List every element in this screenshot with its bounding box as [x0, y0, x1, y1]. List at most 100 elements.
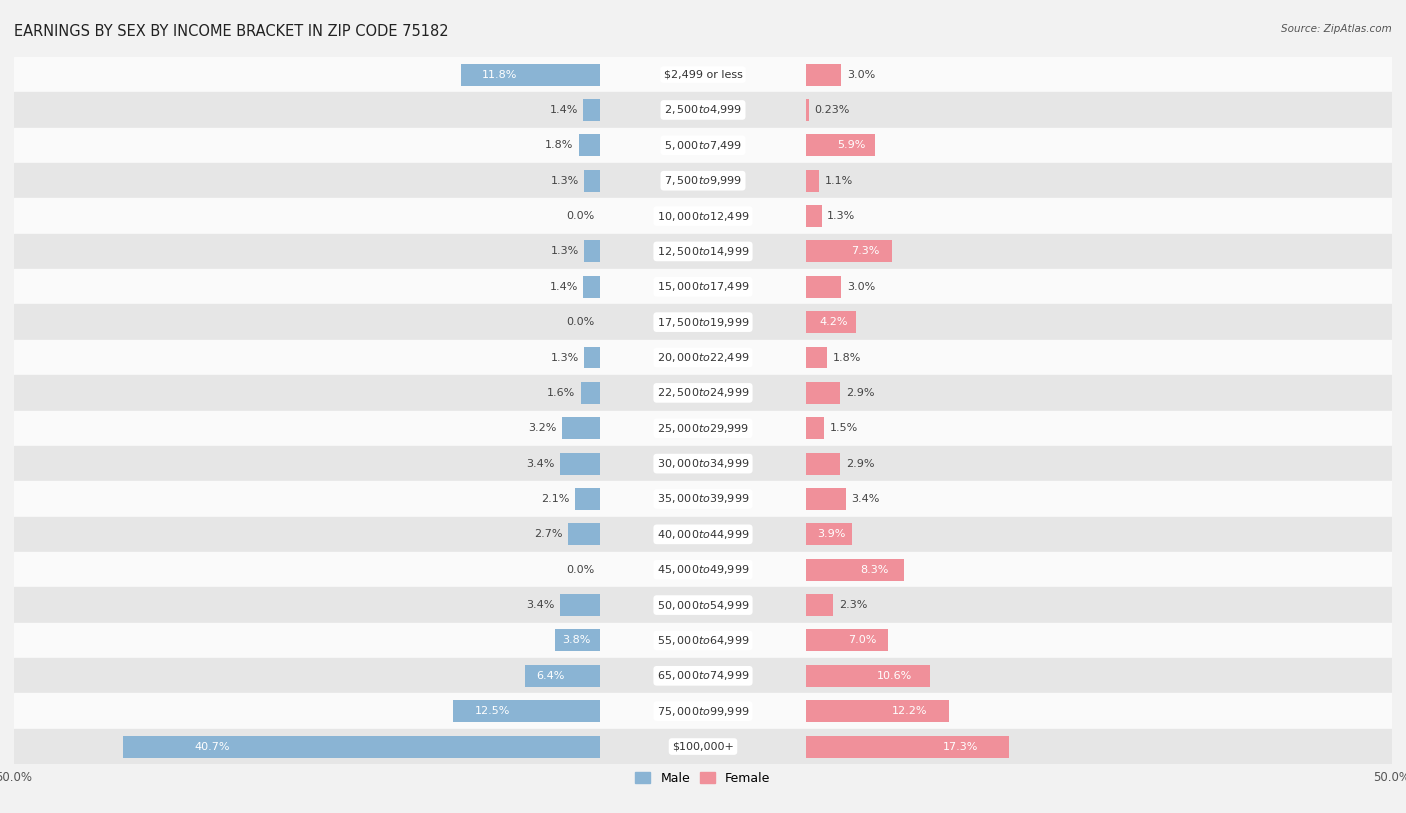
- Bar: [14, 729, 1392, 764]
- Text: $50,000 to $54,999: $50,000 to $54,999: [657, 598, 749, 611]
- Bar: [807, 170, 820, 192]
- Bar: [807, 629, 889, 651]
- Text: 6.4%: 6.4%: [536, 671, 564, 680]
- Text: 3.4%: 3.4%: [852, 494, 880, 504]
- Bar: [575, 488, 599, 510]
- Bar: [524, 665, 599, 687]
- Text: 2.7%: 2.7%: [534, 529, 562, 539]
- Text: 17.3%: 17.3%: [943, 741, 979, 751]
- Text: $20,000 to $22,499: $20,000 to $22,499: [657, 351, 749, 364]
- Text: 1.3%: 1.3%: [827, 211, 855, 221]
- Bar: [807, 311, 855, 333]
- Text: 1.8%: 1.8%: [832, 353, 862, 363]
- Text: $35,000 to $39,999: $35,000 to $39,999: [657, 493, 749, 506]
- Text: $25,000 to $29,999: $25,000 to $29,999: [657, 422, 749, 435]
- Bar: [807, 382, 841, 404]
- Text: $40,000 to $44,999: $40,000 to $44,999: [657, 528, 749, 541]
- Text: 1.3%: 1.3%: [551, 246, 579, 256]
- Bar: [581, 382, 600, 404]
- Text: 2.9%: 2.9%: [846, 459, 875, 468]
- Bar: [14, 233, 1392, 269]
- Text: $65,000 to $74,999: $65,000 to $74,999: [657, 669, 749, 682]
- Bar: [14, 411, 1392, 446]
- Text: 3.0%: 3.0%: [846, 282, 876, 292]
- Bar: [568, 524, 599, 546]
- Bar: [453, 700, 599, 722]
- Bar: [560, 453, 599, 475]
- Bar: [585, 241, 599, 263]
- Bar: [14, 659, 1392, 693]
- Bar: [122, 736, 600, 758]
- Bar: [807, 99, 808, 121]
- Text: 1.4%: 1.4%: [550, 105, 578, 115]
- Text: 3.2%: 3.2%: [529, 424, 557, 433]
- Bar: [14, 587, 1392, 623]
- Bar: [14, 198, 1392, 234]
- Bar: [807, 276, 841, 298]
- Text: $15,000 to $17,499: $15,000 to $17,499: [657, 280, 749, 293]
- Bar: [585, 170, 599, 192]
- Text: 1.6%: 1.6%: [547, 388, 575, 398]
- Bar: [14, 269, 1392, 304]
- Text: 10.6%: 10.6%: [876, 671, 912, 680]
- Text: 12.5%: 12.5%: [475, 706, 510, 716]
- Text: 1.5%: 1.5%: [830, 424, 858, 433]
- Bar: [579, 134, 599, 156]
- Bar: [807, 665, 931, 687]
- Text: 2.1%: 2.1%: [541, 494, 569, 504]
- Text: 1.4%: 1.4%: [550, 282, 578, 292]
- Text: $30,000 to $34,999: $30,000 to $34,999: [657, 457, 749, 470]
- Text: 1.1%: 1.1%: [825, 176, 853, 185]
- Text: 5.9%: 5.9%: [837, 141, 865, 150]
- Bar: [14, 340, 1392, 375]
- Text: 2.3%: 2.3%: [839, 600, 868, 610]
- Bar: [562, 417, 599, 439]
- Text: $75,000 to $99,999: $75,000 to $99,999: [657, 705, 749, 718]
- Text: 3.0%: 3.0%: [846, 70, 876, 80]
- Text: $22,500 to $24,999: $22,500 to $24,999: [657, 386, 749, 399]
- Text: 40.7%: 40.7%: [194, 741, 231, 751]
- Bar: [807, 417, 824, 439]
- Bar: [807, 134, 876, 156]
- Text: 3.4%: 3.4%: [526, 600, 554, 610]
- Bar: [807, 488, 846, 510]
- Text: 3.4%: 3.4%: [526, 459, 554, 468]
- Bar: [461, 63, 599, 85]
- Bar: [555, 629, 599, 651]
- Text: 11.8%: 11.8%: [482, 70, 517, 80]
- Bar: [807, 453, 841, 475]
- Bar: [807, 559, 904, 580]
- Text: 8.3%: 8.3%: [860, 565, 889, 575]
- Text: 0.0%: 0.0%: [565, 211, 595, 221]
- Bar: [583, 99, 599, 121]
- Text: $5,000 to $7,499: $5,000 to $7,499: [664, 139, 742, 152]
- Text: 3.9%: 3.9%: [817, 529, 845, 539]
- Text: $17,500 to $19,999: $17,500 to $19,999: [657, 315, 749, 328]
- Bar: [14, 552, 1392, 587]
- Bar: [807, 594, 834, 616]
- Bar: [807, 346, 827, 368]
- Bar: [14, 304, 1392, 340]
- Text: 1.8%: 1.8%: [544, 141, 574, 150]
- Bar: [14, 446, 1392, 481]
- Text: $55,000 to $64,999: $55,000 to $64,999: [657, 634, 749, 647]
- Bar: [14, 623, 1392, 659]
- Text: 1.3%: 1.3%: [551, 353, 579, 363]
- Bar: [807, 524, 852, 546]
- Text: 0.0%: 0.0%: [565, 317, 595, 327]
- Bar: [14, 693, 1392, 729]
- Bar: [14, 163, 1392, 198]
- Text: 2.9%: 2.9%: [846, 388, 875, 398]
- Bar: [14, 128, 1392, 163]
- Bar: [807, 205, 821, 227]
- Text: EARNINGS BY SEX BY INCOME BRACKET IN ZIP CODE 75182: EARNINGS BY SEX BY INCOME BRACKET IN ZIP…: [14, 24, 449, 39]
- Bar: [807, 736, 1010, 758]
- Text: 0.23%: 0.23%: [814, 105, 849, 115]
- Bar: [14, 92, 1392, 128]
- Bar: [583, 276, 599, 298]
- Text: $7,500 to $9,999: $7,500 to $9,999: [664, 174, 742, 187]
- Bar: [585, 346, 599, 368]
- Text: 1.3%: 1.3%: [551, 176, 579, 185]
- Text: 12.2%: 12.2%: [893, 706, 928, 716]
- Text: 0.0%: 0.0%: [565, 565, 595, 575]
